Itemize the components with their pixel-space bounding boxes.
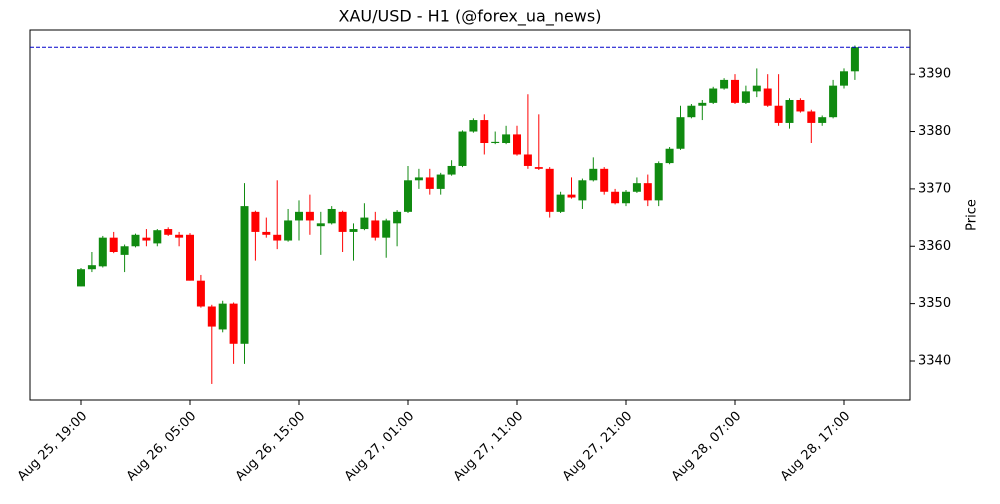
candle-body: [458, 131, 467, 166]
candle-body: [763, 88, 772, 106]
candle-body: [589, 168, 598, 181]
candle-body: [731, 79, 739, 103]
candle-body: [349, 229, 358, 232]
y-axis-label: Price: [965, 199, 980, 231]
candle-body: [164, 229, 173, 235]
candle-body: [752, 85, 761, 92]
x-tick-label: Aug 28, 17:00: [778, 409, 854, 485]
y-tick-label: 3340: [918, 353, 951, 368]
candle-body: [196, 280, 205, 307]
candle-body: [545, 168, 554, 212]
candle-body: [622, 191, 630, 204]
candle-body: [251, 211, 260, 232]
x-tick-label: Aug 27, 11:00: [451, 409, 527, 485]
candle-body: [774, 105, 783, 123]
candle-body: [360, 217, 369, 230]
candle-body: [284, 220, 293, 241]
candle-body: [77, 269, 85, 287]
candle-body: [785, 99, 794, 123]
candle-body: [687, 105, 696, 118]
candle-body: [414, 177, 423, 181]
candle-body: [338, 211, 347, 232]
candle-body: [840, 71, 848, 86]
candle-body: [796, 99, 805, 112]
candle-body: [611, 191, 620, 204]
candle-body: [305, 211, 314, 221]
candle-body: [131, 234, 140, 247]
candle-body: [469, 120, 478, 132]
candle-body: [534, 167, 543, 169]
candle-body: [295, 211, 303, 221]
candle-body: [665, 148, 674, 164]
y-tick-label: 3390: [918, 67, 951, 82]
chart-title: XAU/USD - H1 (@forex_ua_news): [339, 7, 602, 27]
candle-body: [207, 306, 216, 327]
y-tick-label: 3370: [918, 181, 951, 196]
candle-body: [720, 79, 729, 89]
candle-body: [425, 177, 434, 189]
candle-body: [316, 223, 325, 227]
candle-body: [186, 234, 194, 281]
x-tick-label: Aug 26, 05:00: [124, 409, 200, 485]
candle-body: [741, 91, 750, 103]
candle-body: [175, 234, 184, 238]
candle-body: [218, 303, 227, 330]
x-tick-label: Aug 25, 19:00: [15, 409, 91, 485]
candle-body: [600, 168, 609, 192]
y-tick-label: 3350: [918, 296, 951, 311]
candle-body: [447, 165, 456, 175]
candle-body: [850, 47, 859, 72]
candle-body: [436, 174, 445, 189]
candle-body: [87, 265, 96, 270]
y-tick-label: 3360: [918, 239, 951, 254]
candle-body: [513, 134, 521, 155]
x-tick-label: Aug 27, 21:00: [560, 409, 636, 485]
y-tick-label: 3380: [918, 124, 951, 139]
candle-body: [676, 117, 685, 149]
candle-body: [643, 183, 652, 201]
candle-body: [120, 246, 129, 255]
candle-body: [698, 102, 707, 106]
candle-body: [327, 208, 336, 224]
candle-body: [262, 231, 271, 235]
candle-body: [523, 154, 532, 166]
candle-body: [578, 180, 587, 201]
candle-body: [142, 237, 151, 241]
x-tick-label: Aug 27, 01:00: [342, 409, 418, 485]
candle-body: [382, 220, 391, 238]
candle-body: [654, 163, 663, 201]
candle-body: [153, 230, 162, 244]
candle-body: [273, 234, 282, 241]
candle-body: [240, 206, 249, 344]
x-tick-label: Aug 28, 07:00: [669, 409, 745, 485]
candle-body: [807, 111, 816, 123]
candle-body: [98, 237, 107, 267]
candle-body: [371, 220, 380, 238]
candle-body: [109, 237, 118, 252]
plot-frame: [29, 29, 911, 401]
candle-body: [491, 141, 500, 144]
candle-body: [556, 194, 565, 212]
candle-body: [480, 120, 489, 144]
candle-body: [229, 303, 238, 344]
candle-body: [709, 88, 718, 103]
candle-body: [818, 117, 827, 123]
candle-body: [393, 211, 402, 224]
candle-body: [829, 85, 838, 118]
candle-body: [404, 180, 412, 212]
x-tick-label: Aug 26, 15:00: [233, 409, 309, 485]
candle-body: [567, 194, 576, 198]
candle-body: [502, 134, 511, 144]
candle-body: [632, 183, 641, 192]
